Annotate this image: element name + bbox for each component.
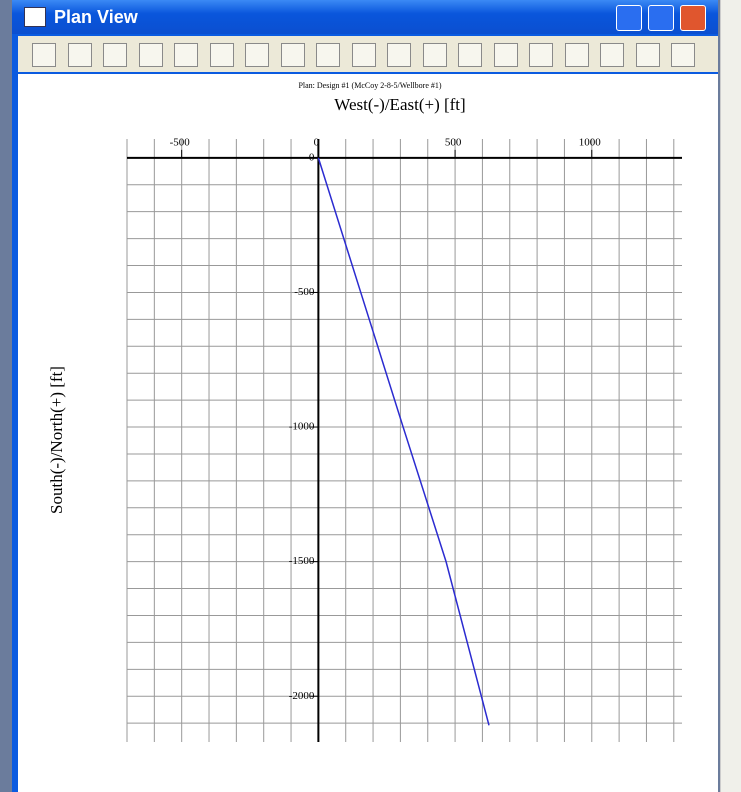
x-tick-label: -500 xyxy=(170,136,191,148)
data-line xyxy=(317,157,490,726)
y-tick-label: -1500 xyxy=(289,555,315,567)
minimize-button[interactable] xyxy=(616,5,642,31)
scrollbar[interactable] xyxy=(720,0,741,792)
toolbar-button[interactable] xyxy=(245,43,269,67)
toolbar-button[interactable] xyxy=(422,43,447,67)
x-tick-label: 1000 xyxy=(579,136,602,148)
y-axis-label: South(-)/North(+) [ft] xyxy=(47,366,66,514)
toolbar-button[interactable] xyxy=(32,43,56,67)
window-icon xyxy=(24,7,46,27)
y-tick-label: -500 xyxy=(294,286,315,298)
toolbar-button[interactable] xyxy=(458,43,482,67)
x-tick-label: 0 xyxy=(314,136,320,148)
toolbar-button[interactable] xyxy=(635,43,660,67)
toolbar-button[interactable] xyxy=(174,43,198,67)
x-tick-label: 500 xyxy=(445,136,462,148)
y-tick-label: -2000 xyxy=(289,690,315,702)
toolbar-button[interactable] xyxy=(387,43,411,67)
chart-title: Plan: Design #1 (McCoy 2-8-5/Wellbore #1… xyxy=(298,81,441,90)
toolbar-button[interactable] xyxy=(67,43,92,67)
plot-area xyxy=(18,74,718,792)
window: Plan View xyxy=(12,0,718,792)
toolbar-button[interactable] xyxy=(103,43,127,67)
toolbar-button[interactable] xyxy=(564,43,589,67)
toolbar-button[interactable] xyxy=(280,43,305,67)
x-axis-label: West(-)/East(+) [ft] xyxy=(334,95,465,114)
toolbar-button[interactable] xyxy=(209,43,234,67)
y-tick-label: -1000 xyxy=(289,421,315,433)
toolbar-button[interactable] xyxy=(600,43,624,67)
maximize-button[interactable] xyxy=(648,5,674,31)
title-bar: Plan View xyxy=(12,0,718,34)
window-title: Plan View xyxy=(54,7,138,27)
toolbar-button[interactable] xyxy=(138,43,163,67)
toolbar xyxy=(18,36,718,72)
toolbar-button[interactable] xyxy=(351,43,376,67)
y-tick-label: 0 xyxy=(309,151,315,163)
toolbar-button[interactable] xyxy=(493,43,518,67)
toolbar-button[interactable] xyxy=(316,43,340,67)
close-button[interactable] xyxy=(680,5,706,31)
toolbar-button[interactable] xyxy=(529,43,553,67)
toolbar-button[interactable] xyxy=(671,43,695,67)
